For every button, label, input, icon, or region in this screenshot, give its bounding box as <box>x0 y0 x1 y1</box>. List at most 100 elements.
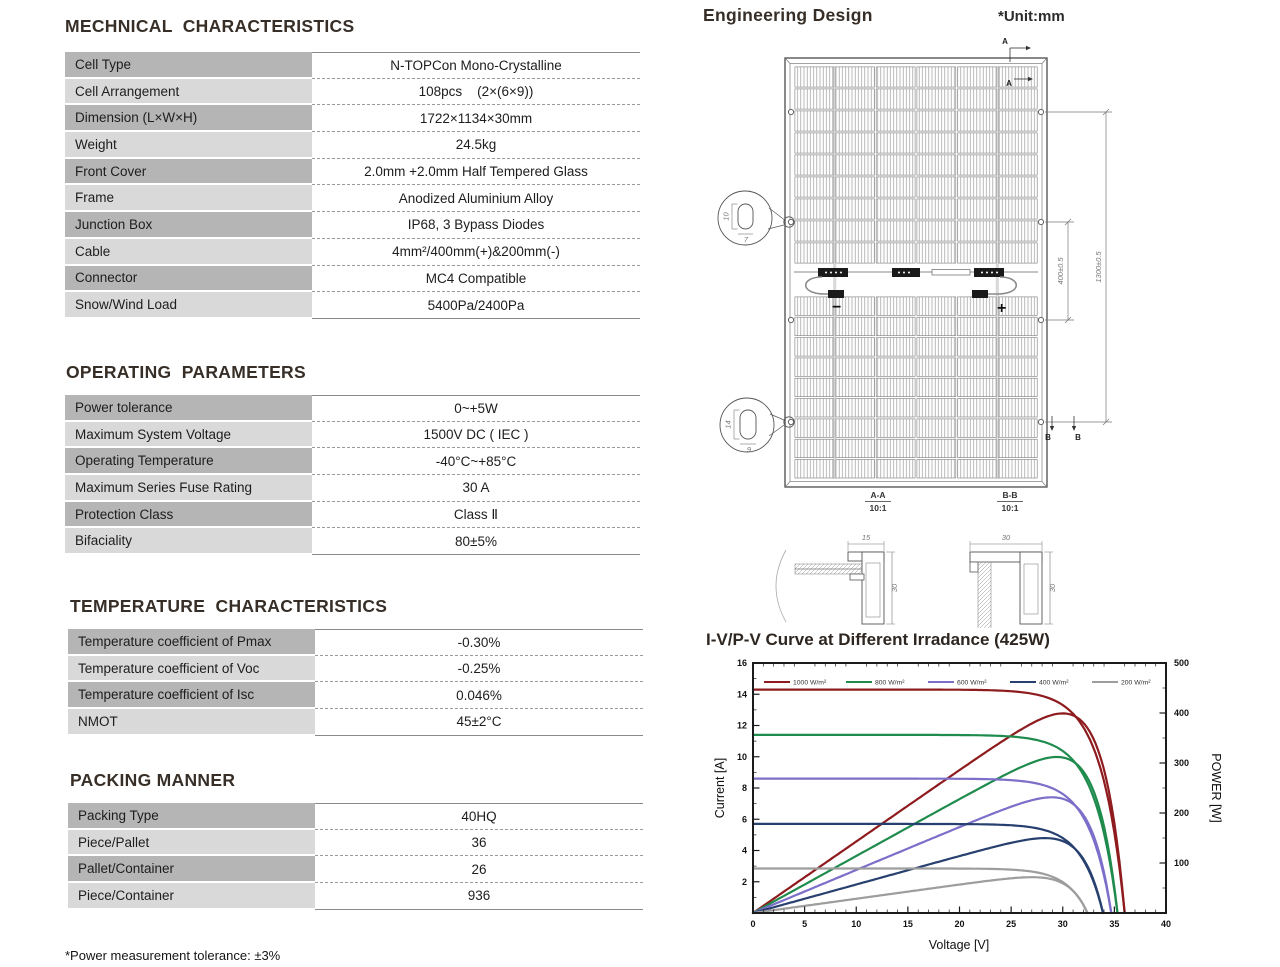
legend-label: 200 W/m² <box>1121 680 1151 687</box>
spec-label: Protection Class <box>65 501 312 529</box>
spec-value: 24.5kg <box>312 132 640 159</box>
section-a-scale: 10:1 <box>869 503 886 513</box>
y-right-tick-label: 200 <box>1174 808 1189 818</box>
marker-a-inner: A <box>1006 79 1012 88</box>
spec-value: 30 A <box>312 475 640 502</box>
solar-cell <box>957 418 997 438</box>
solar-cell <box>794 132 835 154</box>
solar-cell <box>957 316 997 337</box>
solar-cell <box>997 220 1038 242</box>
x-axis-title: Voltage [V] <box>929 938 989 952</box>
pv-curve <box>751 837 1105 915</box>
spec-row: Frame Anodized Aluminium Alloy <box>65 185 640 213</box>
solar-cell <box>875 377 916 398</box>
iv-curve <box>751 688 1126 915</box>
spec-label: Junction Box <box>65 212 312 239</box>
spec-label: Cable <box>65 238 312 266</box>
solar-cell <box>997 88 1038 110</box>
solar-cell <box>997 316 1038 337</box>
pv-curve <box>751 796 1113 915</box>
spec-row: Operating Temperature -40°C~+85°C <box>65 448 640 476</box>
detail-bubble-top: 10 7 <box>717 190 795 246</box>
y-left-tick-label: 10 <box>737 752 747 762</box>
solar-cell <box>835 337 875 357</box>
marker-b-right: B <box>1075 433 1081 442</box>
solar-cell <box>835 220 875 242</box>
solar-cell <box>916 377 957 398</box>
solar-cell <box>835 459 875 479</box>
solar-cell <box>916 110 957 132</box>
mounting-holes <box>787 108 1045 426</box>
solar-cell <box>997 337 1038 357</box>
solar-cell <box>916 242 957 264</box>
hole-span-dim: 1300±0.5 <box>1094 251 1103 283</box>
y-left-tick-label: 16 <box>737 658 747 668</box>
spec-value: 0.046% <box>315 682 643 710</box>
spec-label: Maximum Series Fuse Rating <box>65 475 312 502</box>
section-a-side-dim: 30 <box>890 583 899 592</box>
solar-cell <box>875 66 916 88</box>
section-title-packing: PACKING MANNER <box>70 770 236 790</box>
solar-cell <box>875 296 916 316</box>
spec-label: Maximum System Voltage <box>65 421 312 449</box>
solar-cell <box>957 242 997 264</box>
solar-cell <box>875 220 916 242</box>
section-title-temperature: TEMPERATURE CHARACTERISTICS <box>70 596 388 616</box>
junction-box <box>974 268 1004 277</box>
iv-curve <box>751 867 1089 915</box>
spec-value: 36 <box>315 830 643 857</box>
solar-cell <box>957 88 997 110</box>
spec-row: Connector MC4 Compatible <box>65 265 640 293</box>
spec-row: Snow/Wind Load 5400Pa/2400Pa <box>65 292 640 319</box>
section-markers: A A B B <box>1002 37 1081 442</box>
spec-value: -0.25% <box>315 656 643 683</box>
junction-box <box>818 268 848 277</box>
spec-value: Class Ⅱ <box>312 502 640 529</box>
solar-cell <box>916 66 957 88</box>
spec-row: Piece/Container 936 <box>68 883 643 910</box>
unit-note: *Unit:mm <box>998 8 1065 25</box>
spec-value: 2.0mm +2.0mm Half Tempered Glass <box>312 159 640 186</box>
connector-negative <box>828 290 844 298</box>
section-a-label: A-A <box>870 490 885 500</box>
solar-cell <box>794 154 835 176</box>
y-right-tick-label: 300 <box>1174 758 1189 768</box>
solar-cell <box>957 110 997 132</box>
cable-conduit <box>931 269 971 276</box>
detail-top-height-dim: 10 <box>722 212 731 221</box>
solar-cell <box>997 398 1038 418</box>
solar-cell <box>957 357 997 377</box>
detail-bottom-width-dim: 9 <box>747 445 752 454</box>
spec-row: Power tolerance 0~+5W <box>65 395 640 422</box>
spec-label: Cell Type <box>65 52 312 79</box>
solar-cell <box>997 110 1038 132</box>
solar-cell <box>835 176 875 198</box>
solar-cell <box>875 398 916 418</box>
spec-label: Weight <box>65 132 312 159</box>
solar-cell <box>916 316 957 337</box>
y-left-tick-label: 14 <box>737 689 747 699</box>
spec-row: Protection Class Class Ⅱ <box>65 501 640 529</box>
solar-cell <box>997 242 1038 264</box>
solar-cell <box>916 198 957 220</box>
solar-cell <box>835 438 875 459</box>
spec-row: Bifaciality 80±5% <box>65 528 640 556</box>
solar-cell <box>957 337 997 357</box>
spec-row: Maximum System Voltage 1500V DC ( IEC ) <box>65 421 640 449</box>
solar-cell <box>794 418 835 438</box>
solar-cell <box>997 357 1038 377</box>
spec-label: Dimension (L×W×H) <box>65 105 312 133</box>
spec-value: 40HQ <box>315 803 643 830</box>
solar-cell <box>835 418 875 438</box>
solar-cell <box>875 132 916 154</box>
y-left-axis-title: Current [A] <box>713 758 727 818</box>
spec-label: Connector <box>65 265 312 293</box>
solar-cell <box>916 176 957 198</box>
spec-label: Pallet/Container <box>68 856 315 884</box>
solar-cell <box>916 296 957 316</box>
x-tick-label: 0 <box>750 919 755 929</box>
cross-section-b: B-B 10:1 30 30 <box>969 490 1057 628</box>
spec-row: Packing Type 40HQ <box>68 803 643 830</box>
solar-cell <box>794 176 835 198</box>
section-b-side-dim: 30 <box>1048 583 1057 592</box>
